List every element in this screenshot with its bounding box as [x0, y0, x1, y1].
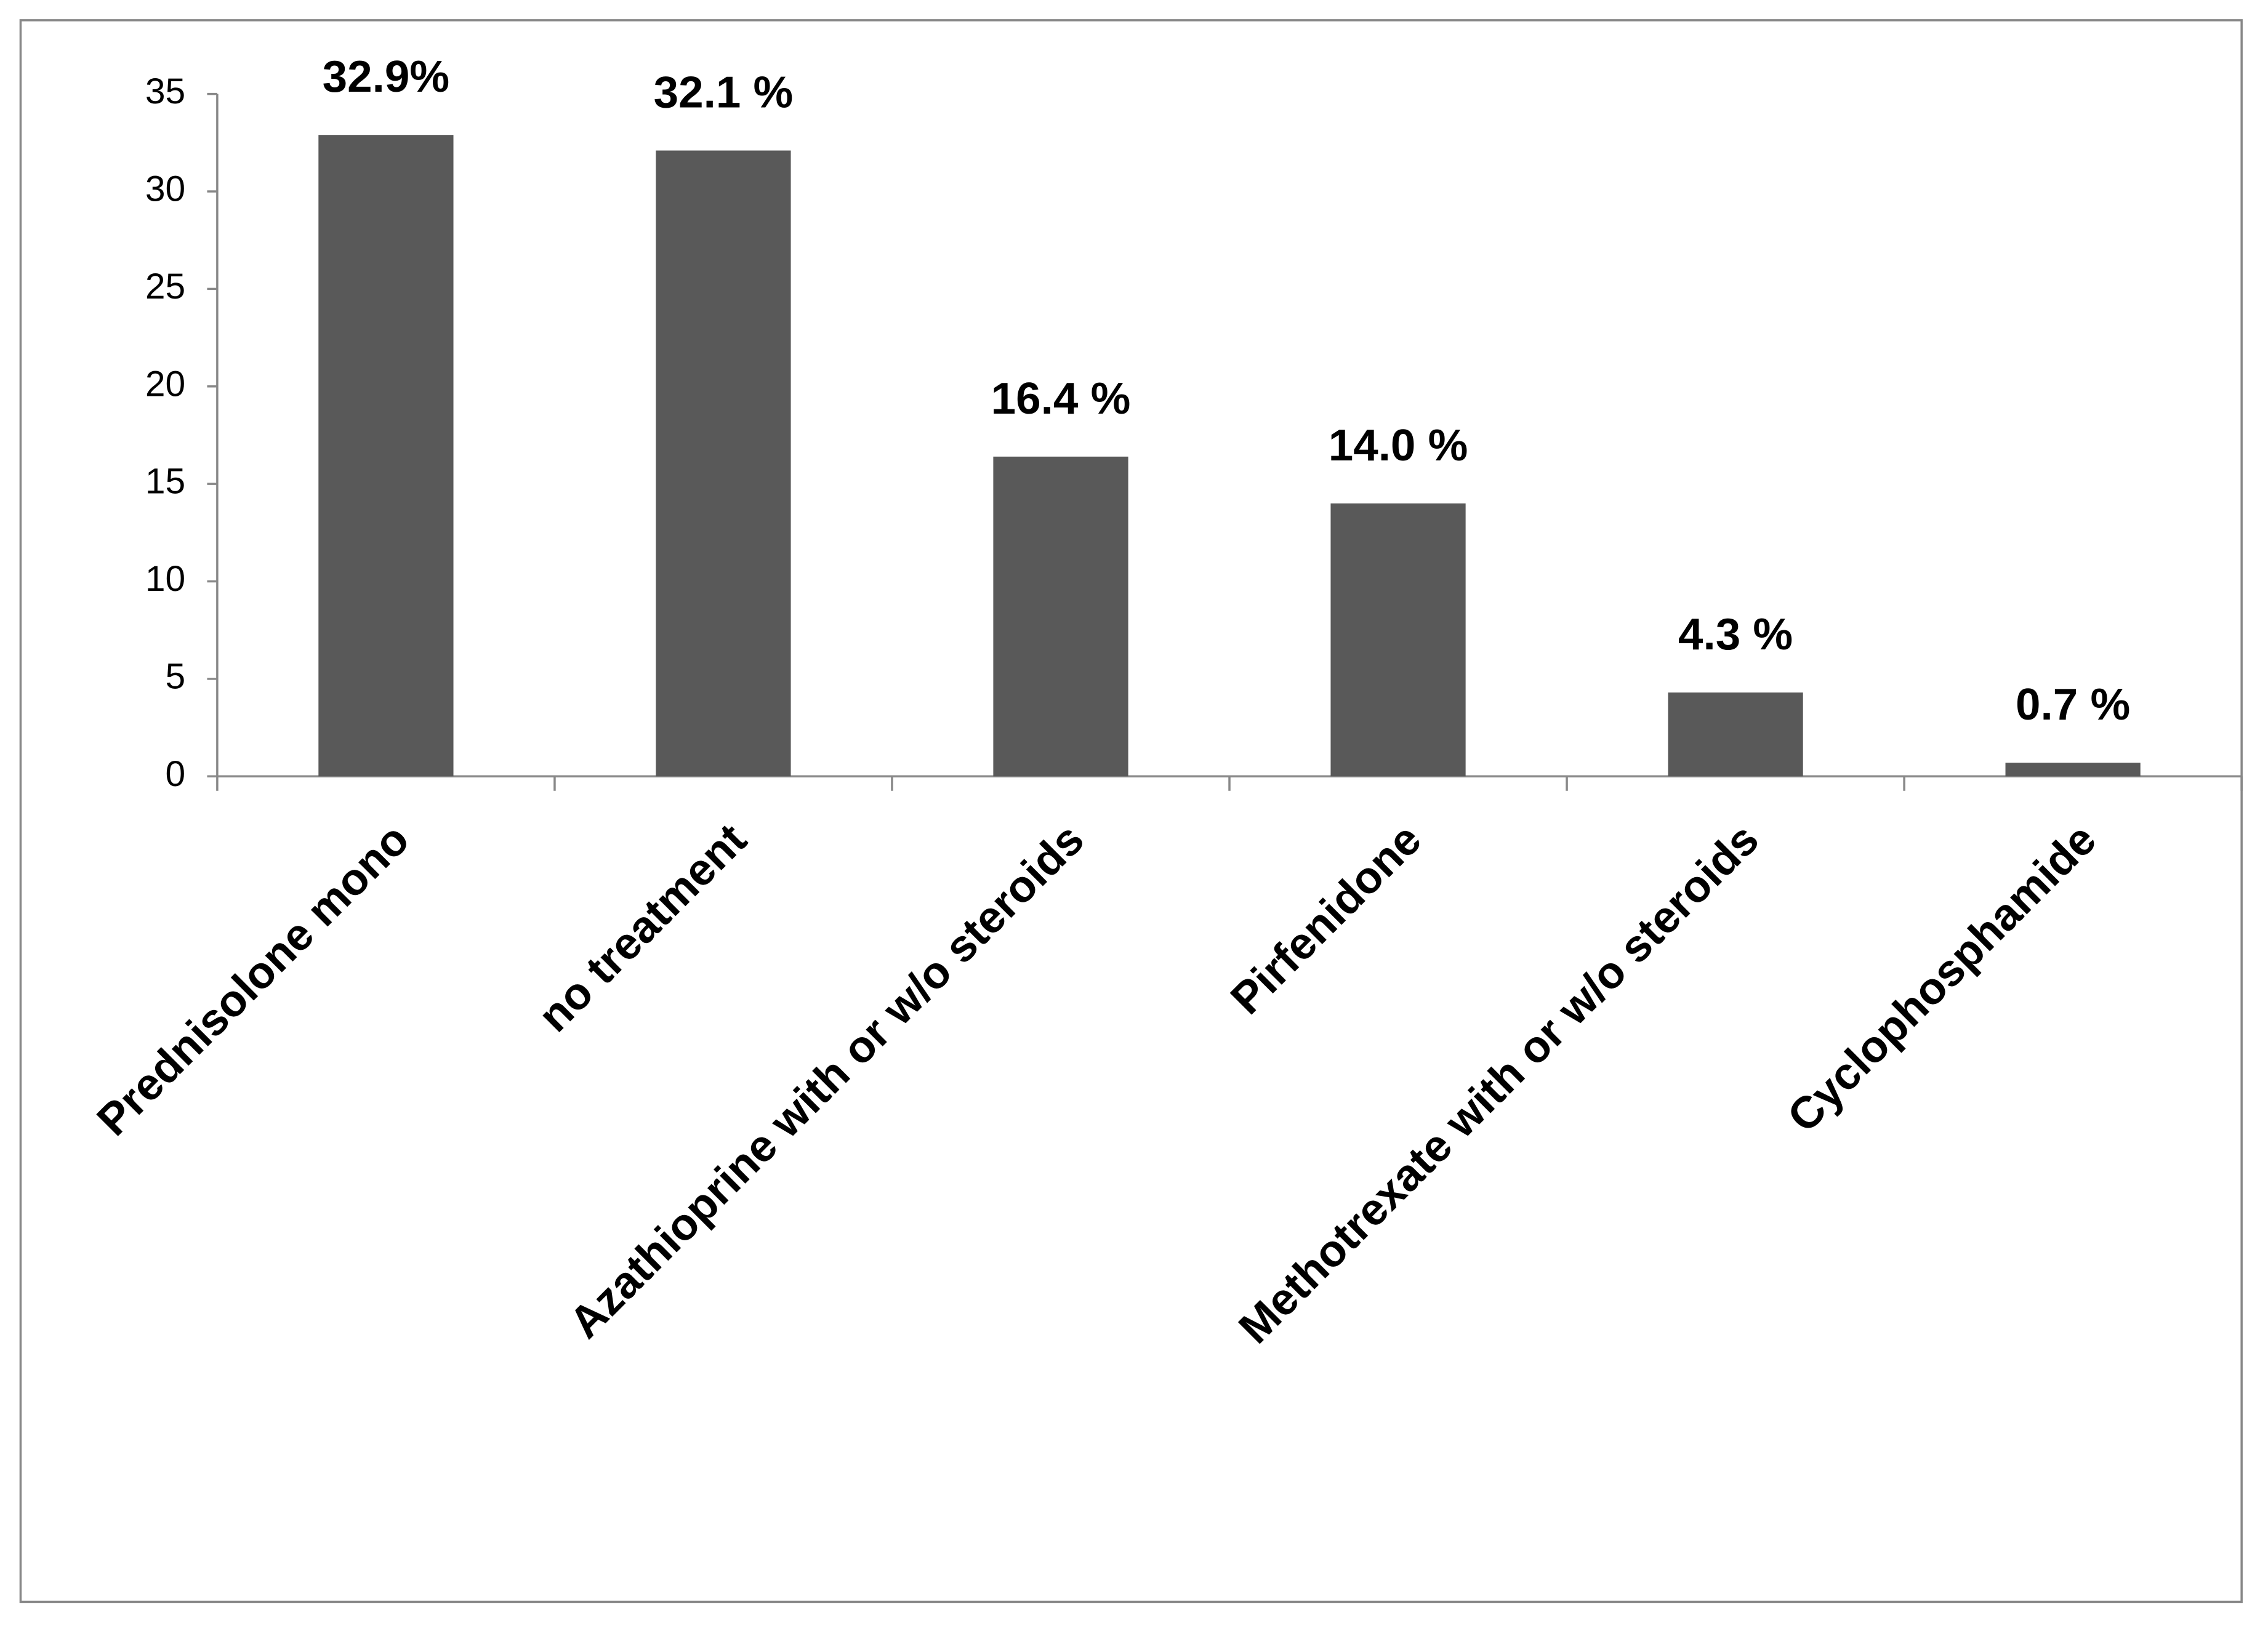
value-label: 4.3 %: [1678, 609, 1793, 659]
bar: [2005, 763, 2141, 777]
bar: [1330, 503, 1466, 777]
bar: [656, 150, 791, 777]
y-tick-label: 5: [166, 656, 186, 696]
y-tick-label: 0: [166, 754, 186, 794]
y-tick-label: 15: [145, 462, 185, 502]
value-label: 0.7 %: [2016, 680, 2130, 729]
y-tick-label: 10: [145, 559, 185, 599]
y-tick-label: 20: [145, 364, 185, 404]
bar: [993, 456, 1128, 777]
bar: [318, 135, 454, 777]
bar: [1668, 692, 1803, 777]
y-tick-label: 30: [145, 169, 185, 209]
value-label: 32.9%: [323, 52, 449, 102]
y-tick-label: 25: [145, 267, 185, 307]
value-label: 16.4 %: [991, 374, 1131, 423]
value-label: 32.1 %: [654, 68, 794, 118]
y-tick-label: 35: [145, 71, 185, 111]
value-label: 14.0 %: [1329, 420, 1468, 470]
